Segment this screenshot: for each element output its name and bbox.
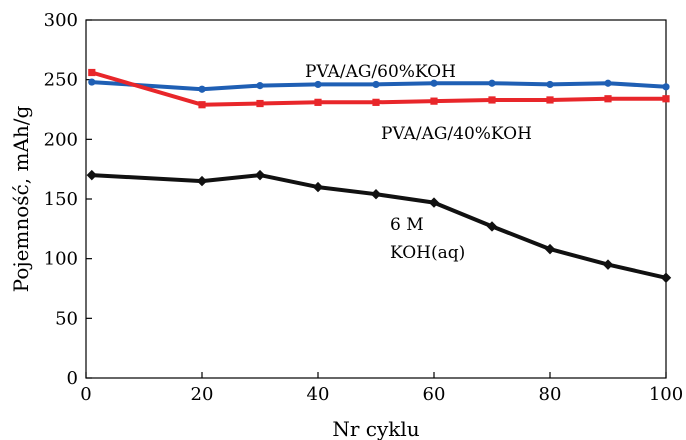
series-annotation: PVA/AG/60%KOH (305, 62, 456, 82)
data-point (604, 79, 612, 87)
data-point (660, 272, 672, 283)
data-point (546, 80, 554, 89)
data-point (86, 169, 97, 181)
x-tick-label: 0 (80, 384, 91, 405)
annotations-group: PVA/AG/60%KOH PVA/AG/40%KOH 6 M KOH(aq) (305, 62, 532, 263)
data-point (198, 85, 206, 93)
data-point (256, 82, 264, 90)
series-2 (88, 68, 670, 109)
data-point (314, 80, 322, 89)
series-1 (88, 78, 670, 93)
series-line (91, 173, 667, 280)
y-tick-label: 200 (44, 129, 78, 150)
data-point (196, 175, 208, 187)
y-tick-label: 50 (55, 308, 78, 329)
data-point (428, 197, 440, 208)
y-tick-label: 100 (44, 249, 78, 270)
y-tick-label: 150 (44, 189, 78, 210)
series-annotation: 6 M (390, 215, 424, 235)
data-point (314, 98, 322, 106)
y-tick-label: 0 (67, 368, 78, 389)
data-point (430, 97, 438, 105)
series-line (91, 70, 666, 107)
series-annotation: KOH(aq) (390, 243, 465, 263)
data-point (254, 169, 266, 181)
data-point (372, 98, 380, 106)
series-3 (86, 169, 672, 283)
data-point (544, 243, 556, 255)
series-group (86, 68, 672, 283)
y-tick-label: 300 (44, 10, 78, 31)
series-annotation: PVA/AG/40%KOH (381, 124, 532, 144)
x-tick-label: 60 (423, 384, 446, 405)
data-point (88, 78, 96, 86)
axis-ticks: 0 50 100 150 200 250 300 0 20 40 60 80 100 (44, 10, 684, 405)
data-point (602, 259, 614, 270)
x-axis-label: Nr cyklu (332, 417, 419, 440)
data-point (372, 80, 380, 89)
data-point (662, 83, 670, 91)
data-point (256, 99, 264, 108)
data-point (604, 95, 612, 103)
x-tick-label: 40 (307, 384, 330, 405)
data-point (88, 68, 96, 77)
series-line (91, 80, 667, 92)
data-point (430, 79, 438, 87)
x-tick-label: 80 (539, 384, 562, 405)
data-point (488, 96, 496, 104)
data-point (198, 101, 206, 109)
data-point (312, 181, 324, 193)
data-point (486, 221, 498, 232)
data-point (488, 79, 496, 87)
data-point (662, 95, 670, 103)
data-point (370, 189, 382, 200)
y-axis-label: Pojemność, mAh/g (9, 105, 33, 292)
y-tick-label: 250 (44, 70, 78, 91)
x-tick-label: 100 (649, 384, 683, 405)
data-point (546, 96, 554, 104)
x-tick-label: 20 (191, 384, 214, 405)
